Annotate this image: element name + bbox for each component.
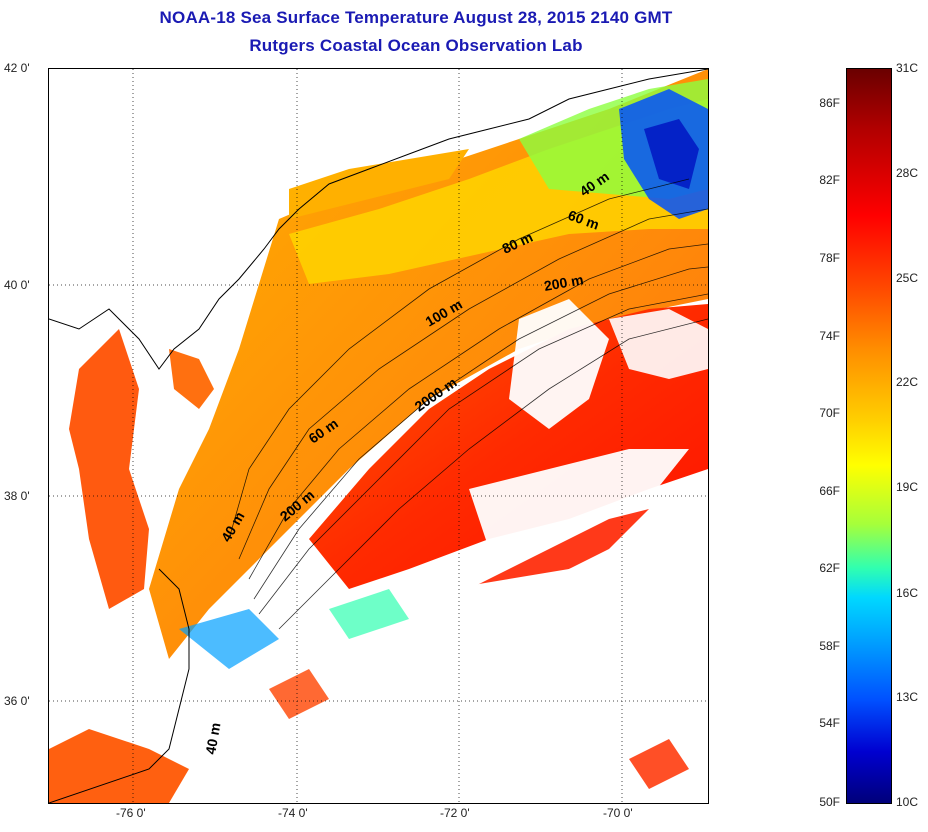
colorbar-c-19: 19C <box>896 480 919 494</box>
colorbar-c-31: 31C <box>896 61 919 75</box>
lon-label-70: -70 0' <box>603 806 633 820</box>
chesapeake-bay <box>69 329 149 609</box>
colorbar-c-10: 10C <box>896 795 919 809</box>
cloud-gap-2 <box>609 309 708 379</box>
sst-map-svg: 40 m 60 m 80 m 200 m 100 m 2000 m 60 m 2… <box>49 69 708 803</box>
contour-label-200m-north: 200 m <box>543 271 585 294</box>
colorbar-f-74: 74F <box>819 329 840 343</box>
contour-40m <box>228 178 690 540</box>
colorbar-f-58: 58F <box>819 639 840 653</box>
colorbar-c-22: 22C <box>896 375 919 389</box>
delaware-bay <box>169 349 214 409</box>
colorbar-c-13: 13C <box>896 690 919 704</box>
lon-label-74: -74 0' <box>278 806 308 820</box>
south-warm-1 <box>269 669 329 719</box>
map-title: NOAA-18 Sea Surface Temperature August 2… <box>159 8 673 27</box>
colorbar-f-82: 82F <box>819 173 840 187</box>
colorbar-c-25: 25C <box>896 271 919 285</box>
colorbar-c-16: 16C <box>896 586 919 600</box>
cloud-gap-3 <box>469 449 689 549</box>
map-subtitle: Rutgers Coastal Ocean Observation Lab <box>249 36 583 55</box>
temperature-colorbar <box>846 68 892 804</box>
long-island-sound <box>289 149 469 219</box>
colorbar-f-78: 78F <box>819 251 840 265</box>
colorbar-f-50: 50F <box>819 795 840 809</box>
colorbar-f-62: 62F <box>819 561 840 575</box>
lat-label-42: 42 0' <box>4 61 30 75</box>
lon-label-72: -72 0' <box>440 806 470 820</box>
colorbar-f-54: 54F <box>819 716 840 730</box>
colorbar-f-86: 86F <box>819 96 840 110</box>
contour-label-40m-south: 40 m <box>202 721 223 755</box>
coastline <box>49 69 708 803</box>
south-cool-2 <box>329 589 409 639</box>
lat-label-36: 36 0' <box>4 694 30 708</box>
cold-patch-core <box>644 119 699 189</box>
colorbar-f-66: 66F <box>819 484 840 498</box>
contour-200m <box>258 293 708 615</box>
lat-label-40: 40 0' <box>4 278 30 292</box>
contour-60m <box>238 208 708 560</box>
bathymetry-contours <box>228 178 708 630</box>
colorbar-f-70: 70F <box>819 406 840 420</box>
contour-100m <box>253 266 708 600</box>
gulf-stream <box>309 304 708 589</box>
lon-label-76: -76 0' <box>116 806 146 820</box>
contour-2000m <box>278 318 708 630</box>
sst-map: 40 m 60 m 80 m 200 m 100 m 2000 m 60 m 2… <box>48 68 709 804</box>
south-warm-2 <box>629 739 689 789</box>
colorbar-c-28: 28C <box>896 166 919 180</box>
south-cool-1 <box>179 609 279 669</box>
pamlico-sound <box>49 729 189 803</box>
cloud-gap-south <box>149 529 708 803</box>
contour-80m <box>248 243 708 580</box>
lat-label-38: 38 0' <box>4 489 30 503</box>
